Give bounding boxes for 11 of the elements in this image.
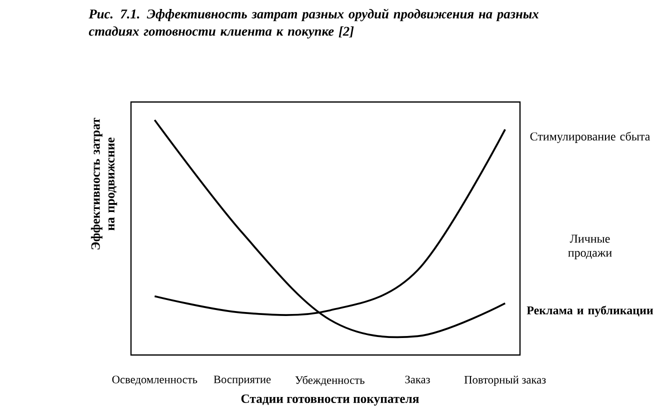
x-axis-title: Стадии готовности покупателя [241, 394, 419, 406]
x-tick-label: Восприятие [214, 376, 271, 386]
x-tick-label: Заказ [405, 376, 430, 384]
text: Личные продажи [568, 234, 612, 260]
chart-title: Рис. 7.1. Эффективность затрат разных орудий продвижения на разных стадиях готовности клиента к покупке [2] [88, 8, 539, 39]
series-label: Реклама и публикации [526, 306, 654, 317]
x-tick-label: Осведомленность [112, 376, 198, 386]
text: Стимулирование сбыта [530, 132, 650, 143]
y-axis-title: Эффективность затрат на продвижсние [90, 118, 118, 250]
x-tick-label: Повторный заказ [464, 376, 546, 386]
x-tick-label: Убежденность [295, 376, 364, 386]
